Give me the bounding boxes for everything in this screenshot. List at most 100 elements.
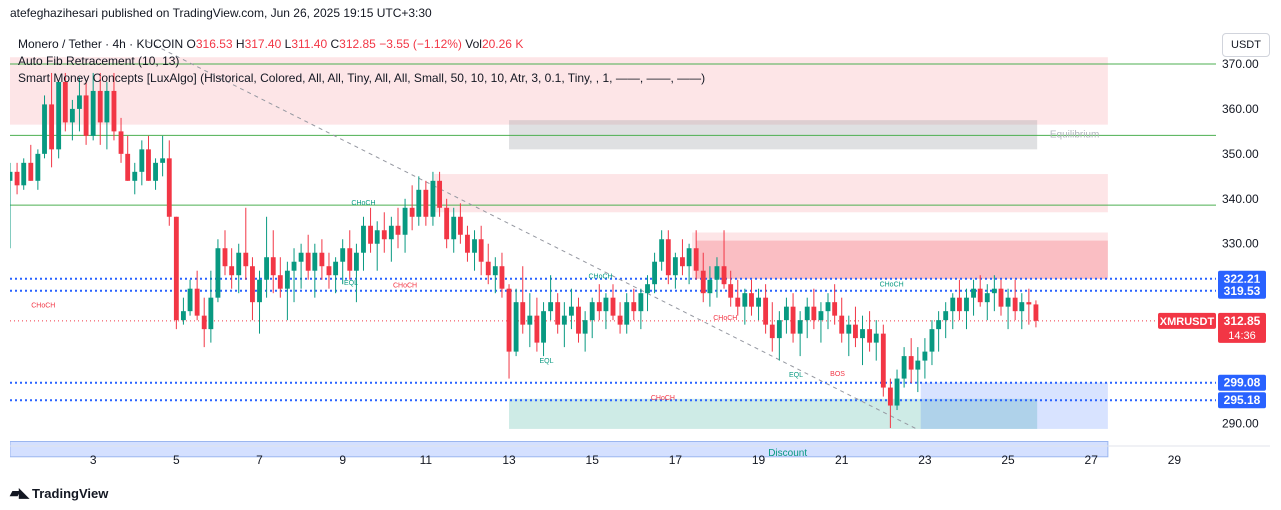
x-tick-label-7: 7 bbox=[256, 453, 263, 467]
candle-body-6 bbox=[49, 104, 55, 150]
candle-body-26 bbox=[187, 288, 193, 312]
annotation-choch-7: CHoCH bbox=[880, 281, 904, 288]
candle-body-113 bbox=[790, 306, 796, 334]
candle-body-7 bbox=[56, 81, 62, 150]
candle-body-132 bbox=[922, 351, 928, 361]
candle-body-99 bbox=[693, 248, 699, 271]
candle-body-21 bbox=[153, 162, 158, 181]
publisher-attribution: atefeghazihesari published on TradingVie… bbox=[10, 6, 432, 20]
candle-body-97 bbox=[680, 257, 685, 267]
candle-body-51 bbox=[361, 225, 366, 253]
candle-body-31 bbox=[222, 248, 228, 267]
candle-body-131 bbox=[915, 360, 921, 370]
candle-body-8 bbox=[62, 81, 68, 123]
candle-body-126 bbox=[880, 333, 886, 388]
candle-body-124 bbox=[867, 329, 873, 343]
candle-body-95 bbox=[665, 239, 671, 276]
zone-supply-dark-3 bbox=[696, 240, 1108, 279]
candle-body-50 bbox=[353, 252, 359, 271]
annotation-equilibrium-0: Equilibrium bbox=[1050, 130, 1099, 141]
candle-body-96 bbox=[672, 257, 678, 276]
symbol-title[interactable]: Monero / Tether · 4h · KUCOIN bbox=[18, 37, 184, 51]
x-tick-label-15: 15 bbox=[586, 453, 600, 467]
candle-body-102 bbox=[714, 266, 720, 280]
candle-body-91 bbox=[638, 293, 644, 312]
candle-body-9 bbox=[69, 108, 75, 123]
price-tag-bg-5 bbox=[1218, 374, 1266, 391]
candle-body-128 bbox=[894, 378, 900, 406]
chart-legend: Monero / Tether · 4h · KUCOIN O316.53 H3… bbox=[18, 36, 705, 87]
x-tick-label-29: 29 bbox=[1168, 453, 1182, 467]
candle-body-14 bbox=[104, 90, 110, 123]
candle-body-110 bbox=[769, 324, 775, 339]
candle-body-65 bbox=[457, 216, 463, 235]
candle-body-109 bbox=[763, 297, 769, 325]
countdown-tag: 14:36 bbox=[1228, 330, 1256, 342]
candle-body-34 bbox=[243, 252, 249, 267]
zone-discount-bar-7 bbox=[10, 441, 1109, 458]
candle-body-60 bbox=[423, 189, 429, 217]
price-chart[interactable]: Equilibrium Discount CHoCH CHoCH CHoCH CHoCH C… bbox=[10, 28, 1270, 478]
candle-body-37 bbox=[264, 257, 270, 280]
y-tick-label-5: 290.00 bbox=[1222, 417, 1259, 431]
candle-body-45 bbox=[319, 252, 325, 267]
candle-body-135 bbox=[943, 311, 949, 321]
candle-body-23 bbox=[166, 158, 172, 217]
candle-body-40 bbox=[284, 270, 290, 289]
candle-body-42 bbox=[298, 252, 304, 262]
candle-body-81 bbox=[568, 306, 574, 316]
last-price-tag-bg bbox=[1218, 312, 1266, 343]
candle-body-86 bbox=[603, 297, 609, 312]
candle-body-116 bbox=[811, 306, 817, 321]
candle-body-52 bbox=[368, 225, 373, 244]
x-tick-label-25: 25 bbox=[1001, 453, 1015, 467]
candle-body-103 bbox=[721, 266, 727, 285]
indicator-smc[interactable]: Smart Money Concepts [LuxAlgo] (Historic… bbox=[18, 71, 706, 85]
candle-body-87 bbox=[610, 297, 616, 316]
candle-body-20 bbox=[146, 149, 151, 181]
indicator-fib[interactable]: Auto Fib Retracement (10, 13) bbox=[18, 54, 180, 68]
candle-body-39 bbox=[277, 275, 283, 289]
candle-body-142 bbox=[991, 288, 997, 294]
candle-body-32 bbox=[229, 266, 235, 276]
candle-body-54 bbox=[381, 230, 387, 240]
x-tick-label-21: 21 bbox=[835, 453, 849, 467]
tradingview-logo-text: TradingView bbox=[32, 485, 109, 501]
candle-body-2 bbox=[21, 162, 27, 186]
candle-body-73 bbox=[513, 302, 519, 352]
candle-body-62 bbox=[437, 180, 443, 208]
zone-demand-5 bbox=[509, 398, 1038, 429]
candle-body-22 bbox=[160, 158, 166, 163]
candle-body-15 bbox=[111, 90, 117, 132]
candle-body-38 bbox=[270, 257, 276, 276]
candle-body-84 bbox=[589, 302, 595, 321]
candle-body-144 bbox=[1005, 297, 1011, 307]
tradingview-logo[interactable]: ▰◣ TradingView bbox=[10, 485, 108, 501]
candle-body-145 bbox=[1012, 297, 1018, 312]
candle-body-94 bbox=[659, 239, 665, 262]
zone-supply-0 bbox=[10, 57, 1108, 125]
candle-body-114 bbox=[797, 320, 803, 334]
candle-body-125 bbox=[873, 333, 879, 343]
candle-body-133 bbox=[929, 329, 935, 352]
candle-body-146 bbox=[1019, 302, 1025, 312]
candle-body-4 bbox=[35, 153, 41, 181]
candle-body-138 bbox=[964, 297, 969, 312]
candle-body-147 bbox=[1026, 302, 1032, 305]
currency-button[interactable]: USDT bbox=[1222, 33, 1270, 57]
last-price-tag: 312.85 bbox=[1224, 314, 1261, 328]
annotation-choch-4: CHoCH bbox=[393, 282, 417, 289]
candle-body-1 bbox=[14, 171, 20, 186]
price-tag-bg-0 bbox=[1218, 270, 1266, 287]
y-tick-label-2: 350.00 bbox=[1222, 147, 1259, 161]
volume-value: 20.26 K bbox=[481, 37, 524, 51]
candle-body-130 bbox=[908, 356, 914, 370]
candle-body-63 bbox=[444, 207, 450, 240]
candle-body-98 bbox=[686, 248, 692, 267]
candle-body-49 bbox=[347, 248, 353, 271]
candle-body-11 bbox=[83, 95, 89, 136]
candle-body-134 bbox=[936, 320, 942, 330]
x-tick-label-17: 17 bbox=[669, 453, 683, 467]
candle-body-69 bbox=[485, 261, 491, 276]
candle-body-120 bbox=[839, 315, 845, 334]
